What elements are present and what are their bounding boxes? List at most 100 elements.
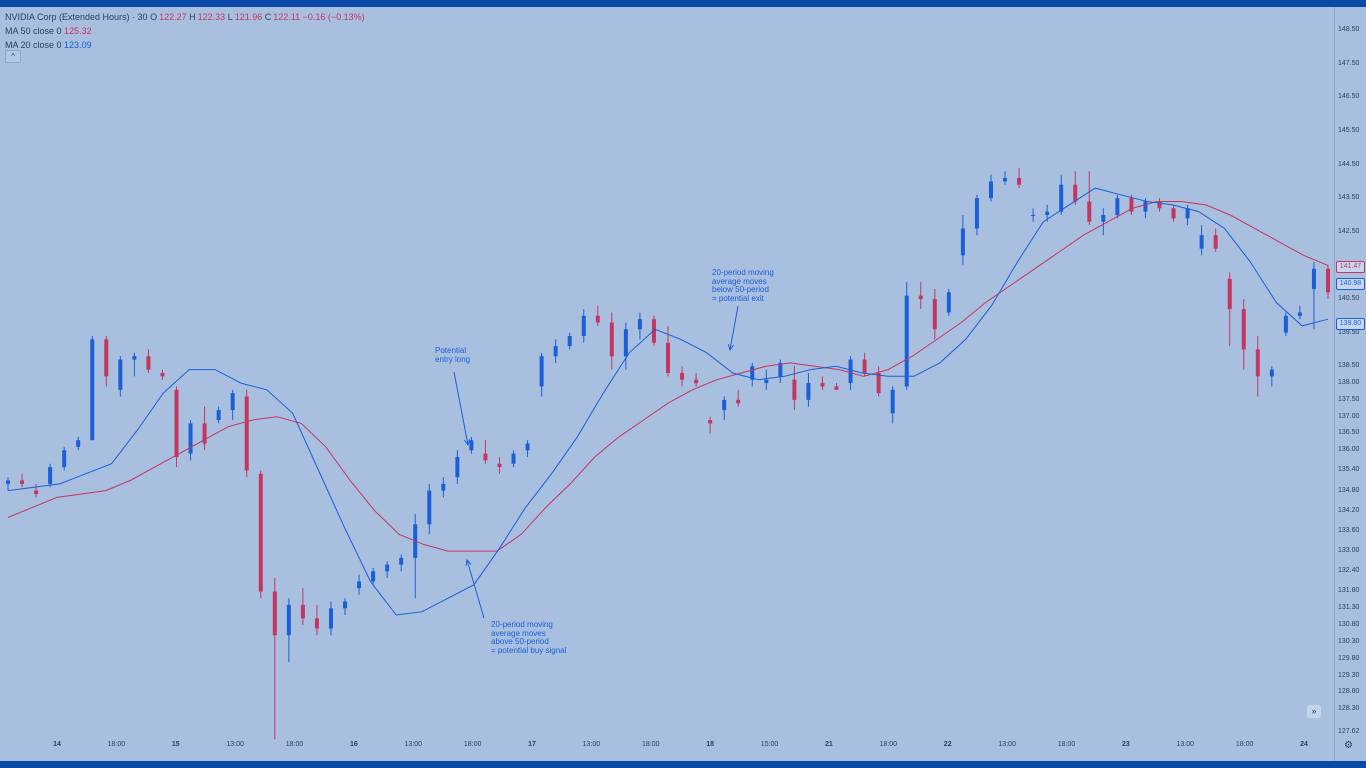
- candle-body: [427, 490, 432, 525]
- candle-body: [1115, 198, 1120, 215]
- candle-body: [1157, 201, 1162, 209]
- high-value: 122.33: [197, 12, 226, 22]
- candle-body: [553, 346, 558, 357]
- price-tick-label: 131.30: [1338, 604, 1360, 612]
- candle-body: [132, 356, 137, 360]
- ma50-line: [7, 201, 1329, 552]
- candle-body: [244, 396, 249, 471]
- time-tick-label: 22: [943, 741, 952, 748]
- scroll-to-latest-button[interactable]: »: [1307, 705, 1321, 718]
- candle-body: [581, 315, 586, 336]
- candle-body: [104, 339, 109, 377]
- candle-body: [343, 601, 348, 609]
- candle-body: [623, 329, 628, 357]
- ma50-label: MA 50 close 0: [5, 26, 62, 36]
- candle-body: [792, 379, 797, 400]
- candle-body: [974, 198, 979, 229]
- price-badge: 140.98: [1336, 277, 1365, 290]
- candle-body: [34, 490, 39, 494]
- time-tick-label: 15: [171, 741, 180, 748]
- candle-body: [1297, 312, 1302, 316]
- ma50-legend-row[interactable]: MA 50 close 0 125.32: [5, 24, 365, 38]
- candle-body: [1326, 268, 1330, 293]
- annotation-potential-exit: 20-period moving average moves below 50-…: [712, 268, 774, 303]
- candle-body: [230, 393, 235, 410]
- candle-body: [708, 420, 713, 424]
- candle-body: [399, 557, 404, 565]
- open-value: 122.27: [159, 12, 187, 22]
- symbol-title[interactable]: NVIDIA Corp (Extended Hours) · 30: [5, 12, 148, 22]
- price-tick-label: 129.30: [1338, 671, 1360, 679]
- candle-body: [118, 359, 123, 390]
- candle-body: [904, 295, 909, 387]
- price-tick-label: 145.50: [1338, 126, 1360, 134]
- price-tick-label: 134.20: [1338, 506, 1360, 514]
- time-tick-label: 18:00: [285, 741, 304, 748]
- exit-arrow-head: [727, 344, 734, 352]
- close-value: 122.11: [273, 12, 301, 22]
- buy-arrow: [466, 559, 485, 619]
- candle-body: [385, 564, 390, 572]
- price-tick-label: 136.50: [1338, 429, 1360, 437]
- buy-arrow-head: [465, 558, 472, 567]
- candle-body: [1073, 184, 1078, 202]
- price-tick-label: 138.50: [1338, 362, 1360, 370]
- price-tick-label: 136.00: [1338, 446, 1360, 454]
- ma50-value: 125.32: [64, 26, 92, 36]
- price-tick-label: 133.60: [1338, 526, 1360, 534]
- price-tick-label: 143.50: [1338, 194, 1360, 202]
- candle-body: [876, 372, 881, 394]
- low-label: L: [227, 12, 233, 22]
- candle-body: [357, 581, 362, 589]
- price-badge: 139.80: [1336, 317, 1365, 330]
- price-tick-label: 135.40: [1338, 466, 1360, 474]
- ma20-legend-row[interactable]: MA 20 close 0 123.09: [5, 38, 365, 52]
- candle-body: [48, 467, 53, 484]
- candle-body: [483, 453, 488, 461]
- time-tick-label: 17: [528, 741, 536, 748]
- price-tick-label: 138.00: [1338, 379, 1360, 387]
- settings-gear-icon[interactable]: ⚙: [1344, 740, 1353, 751]
- ohlc-header: NVIDIA Corp (Extended Hours) · 30 O 122.2…: [5, 10, 365, 24]
- candle-body: [848, 359, 853, 384]
- candle-body: [890, 389, 895, 414]
- time-tick-label: 21: [825, 741, 833, 748]
- time-tick-label: 13:00: [582, 741, 601, 748]
- candle-body: [1031, 214, 1036, 216]
- candle-body: [328, 608, 333, 629]
- candle-body: [1101, 214, 1106, 222]
- candle-body: [441, 483, 446, 491]
- price-tick-label: 137.50: [1338, 395, 1360, 403]
- time-tick-label: 13:00: [998, 741, 1016, 748]
- high-label: H: [189, 12, 196, 22]
- price-tick-label: 129.80: [1338, 654, 1360, 662]
- low-value: 121.96: [234, 12, 263, 22]
- price-tick-label: 140.50: [1338, 295, 1360, 303]
- candle-body: [1143, 201, 1148, 212]
- candle-body: [918, 295, 923, 300]
- candle-body: [371, 571, 376, 582]
- candle-body: [1241, 309, 1246, 350]
- time-tick-label: 14: [53, 741, 61, 748]
- price-tick-label: 128.80: [1338, 688, 1360, 696]
- candle-body: [1213, 235, 1218, 249]
- time-tick-label: 18:00: [879, 741, 898, 748]
- candle-body: [1269, 369, 1274, 377]
- price-tick-label: 130.30: [1338, 637, 1360, 645]
- candle-body: [609, 322, 614, 357]
- candle-body: [160, 372, 165, 377]
- price-axis[interactable]: [1334, 7, 1366, 761]
- candle-body: [525, 443, 530, 451]
- ma20-label: MA 20 close 0: [5, 40, 62, 50]
- candle-body: [680, 372, 685, 380]
- candle-body: [1311, 268, 1316, 289]
- candle-body: [806, 383, 811, 400]
- collapse-legend-button[interactable]: ^: [5, 50, 21, 63]
- price-tick-label: 142.50: [1338, 227, 1360, 235]
- candle-body: [567, 335, 572, 347]
- time-tick-label: 18:00: [107, 741, 126, 748]
- candle-body: [834, 386, 839, 390]
- time-tick-label: 16: [349, 741, 358, 748]
- price-chart[interactable]: [0, 0, 1334, 754]
- candle-body: [539, 356, 544, 387]
